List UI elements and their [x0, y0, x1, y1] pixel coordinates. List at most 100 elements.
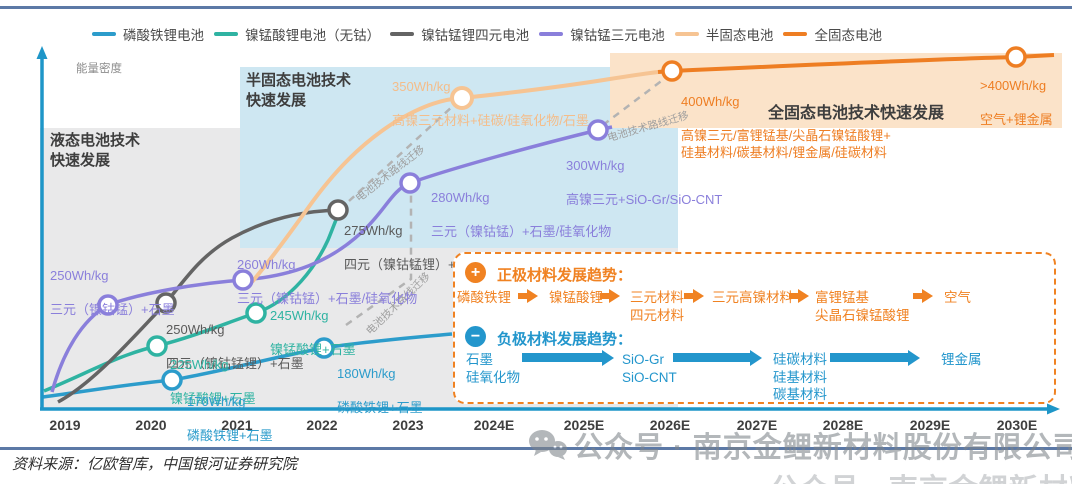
node-ncm-300 [587, 119, 609, 141]
long-arrow-right-icon [522, 349, 614, 366]
watermark-text: 公众号 · 南京金鲤新材料股份有限公司 [574, 432, 1072, 464]
cathode-item: 三元材料 四元材料 [630, 290, 684, 323]
y-axis-label: 能量密度 [76, 63, 122, 75]
legend-label: 镍锰酸锂电池（无钴） [245, 28, 381, 43]
x-tick-2020: 2020 [135, 417, 167, 433]
x-tick-2029e: 2029E [909, 417, 951, 433]
legend-item-solid: 全固态电池 [783, 24, 882, 44]
x-tick-2024e: 2024E [473, 417, 515, 433]
node-ncm-250 [97, 294, 119, 316]
lfp-line-swatch [92, 32, 116, 36]
node-quad-275 [327, 199, 349, 221]
x-tick-2022: 2022 [306, 417, 338, 433]
x-tick-2023: 2023 [392, 417, 424, 433]
legend-item-ncm: 镍钴锰三元电池 [539, 24, 665, 44]
label-ncm-250: 250Wh/kg 三元（镍钴锰）+石墨 [50, 251, 175, 319]
desc: 高镍三元/富锂锰基/尖晶石镍锰酸锂+ 硅基材料/碳基材料/锂金属/硅碳材料 [681, 127, 891, 160]
desc: 三元（镍钴锰）+石墨/硅氧化物 [431, 223, 612, 239]
node-lnmo-245 [245, 302, 267, 324]
semisolid-curve [250, 69, 669, 284]
lfp-curve [42, 332, 453, 399]
node-solid-400 [661, 60, 683, 82]
desc: 四元（镍钴锰锂）+石墨 [166, 355, 304, 371]
node-quad-250 [155, 292, 177, 314]
legend-item-semisolid: 半固态电池 [674, 24, 774, 44]
label-quad-250: 250Wh/kg 四元（镍钴锰锂）+石墨 [166, 305, 304, 373]
label-solid-400: 400Wh/kg 高镍三元/富锂锰基/尖晶石镍锰酸锂+ 硅基材料/碳基材料/锂金… [681, 77, 891, 161]
arrow-right-icon [789, 289, 809, 303]
cathode-item: 富锂锰基 尖晶石镍锰酸锂 [815, 290, 910, 323]
label-lfp-170: 170Wh/kg 磷酸铁锂+石墨 [187, 377, 273, 445]
desc: 三元（镍钴锰）+石墨 [50, 301, 175, 317]
cathode-item: 镍锰酸锂 [549, 290, 603, 305]
node-solid-400plus [1005, 46, 1027, 68]
label-ncm-300: 300Wh/kg 高镍三元+SiO-Gr/SiO-CNT [566, 141, 722, 209]
label-ncm-280: 280Wh/kg 三元（镍钴锰）+石墨/硅氧化物 [431, 173, 611, 241]
anode-item: SiO-Gr SiO-CNT [622, 352, 677, 385]
semisolid-line-swatch [674, 32, 699, 36]
x-tick-2021: 2021 [221, 417, 253, 433]
cathode-trend-title: 正极材料发展趋势： [497, 267, 633, 284]
migration-dash-liquid-to-semi [348, 104, 455, 202]
value: 225Wh/kg [170, 356, 229, 372]
value: 170Wh/kg [187, 393, 246, 409]
anode-item: 石墨 硅氧化物 [466, 352, 520, 385]
cathode-item: 三元高镍材料 [712, 290, 793, 305]
value: 275Wh/kg [344, 222, 403, 238]
legend-label: 半固态电池 [705, 28, 774, 43]
legend-item-lnmo: 镍锰酸锂电池（无钴） [214, 24, 380, 44]
legend-item-lfp: 磷酸铁锂电池 [92, 24, 204, 44]
value: 260Wh/kg [237, 256, 296, 272]
value: 400Wh/kg [681, 93, 740, 109]
long-arrow-right-icon [830, 349, 920, 366]
y-axis-arrow [36, 46, 48, 59]
anode-item: 硅碳材料 硅基材料 碳基材料 [773, 352, 827, 403]
label-lnmo-245: 245Wh/kg 镍锰酸锂+石墨 [270, 291, 356, 359]
watermark-ghost: 公众号 · 南京金鲤新材料股份有限公司 [770, 466, 1072, 484]
x-tick-2028e: 2028E [822, 417, 864, 433]
cathode-item: 空气 [944, 290, 971, 305]
label-semi-350: 350Wh/kg 高镍三元材料+硅碳/硅氧化物/石墨 [392, 62, 589, 130]
value: 280Wh/kg [431, 189, 490, 205]
legend-label: 镍钴锰三元电池 [570, 28, 665, 43]
value: 350Wh/kg [392, 78, 451, 94]
desc: 镍锰酸锂+石墨 [170, 390, 256, 406]
wechat-icon [529, 430, 567, 460]
label-lnmo-225: 225Wh/kg 镍锰酸锂+石墨 [170, 340, 256, 408]
legend-label: 全固态电池 [814, 28, 882, 43]
liquid-zone-title: 液态电池技术 快速发展 [50, 132, 141, 170]
data-point-nodes [97, 46, 1027, 391]
label-ncm-260: 260Wh/kg 三元（镍钴锰）+石墨/硅氧化物 [237, 240, 417, 308]
minus-icon: − [465, 326, 486, 347]
solid-curve [657, 53, 1055, 74]
legend-item-quad: 镍钴锰锂四元电池 [390, 24, 529, 44]
quad-line-swatch [390, 32, 415, 36]
desc: 磷酸铁锂+石墨 [187, 427, 273, 443]
long-arrow-right-icon [673, 349, 762, 366]
x-tick-2026e: 2026E [649, 417, 691, 433]
node-lnmo-225 [146, 335, 168, 357]
desc: 空气+锂金属 [980, 111, 1053, 127]
x-tick-2019: 2019 [49, 417, 81, 433]
x-axis-arrow [1047, 403, 1060, 415]
anode-item: 锂金属 [941, 352, 982, 367]
value: 250Wh/kg [50, 267, 109, 283]
node-ncm-260 [232, 269, 254, 291]
value: 180Wh/kg [337, 365, 396, 381]
value: 245Wh/kg [270, 307, 329, 323]
node-ncm-280 [399, 172, 421, 194]
legend-label: 磷酸铁锂电池 [123, 28, 204, 43]
arrow-right-icon [684, 289, 704, 303]
value: 300Wh/kg [566, 157, 625, 173]
lnmo-line-swatch [214, 32, 239, 36]
x-tick-2027e: 2027E [736, 417, 778, 433]
desc: 高镍三元材料+硅碳/硅氧化物/石墨 [392, 112, 589, 128]
watermark: 公众号 · 南京金鲤新材料股份有限公司 [528, 424, 1072, 466]
solid-line-swatch [783, 32, 808, 36]
node-lfp-170 [161, 369, 183, 391]
desc: 三元（镍钴锰）+石墨/硅氧化物 [237, 290, 418, 306]
cathode-item: 磷酸铁锂 [457, 290, 511, 305]
legend: 磷酸铁锂电池 镍锰酸锂电池（无钴） 镍钴锰锂四元电池 镍钴锰三元电池 半固态电池… [92, 24, 882, 44]
